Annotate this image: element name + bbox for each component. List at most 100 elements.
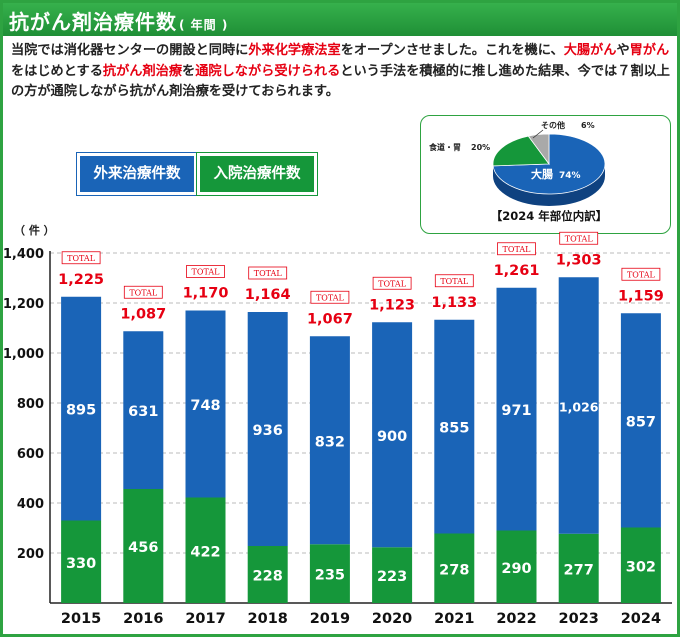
bar-inpatient xyxy=(185,497,226,603)
y-tick-label: 600 xyxy=(17,447,44,462)
bar-label-inpatient: 228 xyxy=(253,569,283,585)
total-value: 1,159 xyxy=(618,288,664,304)
total-value: 1,170 xyxy=(183,286,229,302)
total-tag: TOTAL xyxy=(129,288,158,297)
bar-inpatient xyxy=(61,520,102,603)
total-value: 1,123 xyxy=(369,297,415,313)
total-value: 1,303 xyxy=(556,252,602,268)
intro-text: をはじめとする xyxy=(11,63,103,79)
title-text: 抗がん剤治療件数 xyxy=(9,10,177,34)
bar-label-outpatient: 1,026 xyxy=(559,400,599,415)
title-subtitle: ( 年間 ) xyxy=(179,18,229,32)
total-value: 1,067 xyxy=(307,311,353,327)
bar-outpatient xyxy=(123,331,164,489)
bar-label-outpatient: 971 xyxy=(501,403,531,419)
intro-highlight: 抗がん剤治療 xyxy=(102,63,183,79)
pie-chart: 大腸 74% 食道・胃 20% その他 6% 【2024 年部位内訳】 xyxy=(429,120,608,223)
total-tag-box xyxy=(497,242,536,256)
pie-slice xyxy=(527,133,550,166)
bar-label-inpatient: 278 xyxy=(439,562,469,578)
bar-outpatient xyxy=(247,312,288,546)
total-tag: TOTAL xyxy=(192,268,221,277)
y-tick-label: 1,200 xyxy=(3,297,44,312)
pie-title: 【2024 年部位内訳】 xyxy=(491,209,608,223)
header-bar: 抗がん剤治療件数( 年間 ) xyxy=(3,3,677,36)
total-value: 1,164 xyxy=(245,287,291,303)
total-tag-box xyxy=(61,251,101,265)
bar-label-outpatient: 895 xyxy=(66,403,96,419)
bar-label-outpatient: 936 xyxy=(253,423,283,439)
x-tick-label: 2024 xyxy=(621,611,661,627)
x-tick-label: 2023 xyxy=(559,611,599,627)
intro-text: 当院では消化器センターの開設と同時に xyxy=(11,43,249,58)
total-tag: TOTAL xyxy=(503,245,532,254)
total-value: 1,225 xyxy=(58,272,104,288)
pie-leader-line xyxy=(532,129,544,139)
x-tick-label: 2017 xyxy=(185,611,225,627)
total-tag-box xyxy=(248,266,288,280)
total-tag: TOTAL xyxy=(627,270,656,279)
bar-label-outpatient: 748 xyxy=(190,398,220,414)
x-tick-label: 2020 xyxy=(372,611,412,627)
y-tick-label: 800 xyxy=(17,397,44,412)
bar-inpatient xyxy=(558,533,599,603)
intro-text: をオープンさせました。これを機に、 xyxy=(340,43,564,58)
y-tick-label: 1,400 xyxy=(3,247,44,262)
bar-inpatient xyxy=(372,547,413,603)
intro-paragraph: 当院では消化器センターの開設と同時に外来化学療法室をオープンさせました。これを機… xyxy=(11,41,671,103)
bar-label-inpatient: 277 xyxy=(564,562,594,578)
pie-label: 食道・胃 xyxy=(429,142,461,152)
pie-slice xyxy=(492,135,550,167)
legend-outpatient: 外来治療件数 xyxy=(77,153,197,195)
y-tick-label: 400 xyxy=(17,497,44,512)
y-tick-label: 1,000 xyxy=(3,347,44,362)
pie-pct: 74% xyxy=(559,171,581,181)
pie-chart-panel: 大腸 74% 食道・胃 20% その他 6% 【2024 年部位内訳】 xyxy=(420,115,671,234)
x-tick-label: 2016 xyxy=(123,611,163,627)
bar-label-inpatient: 456 xyxy=(128,540,158,556)
bar-inpatient xyxy=(496,530,537,603)
x-tick-label: 2021 xyxy=(434,611,474,627)
bar-outpatient xyxy=(620,313,661,528)
x-tick-label: 2015 xyxy=(61,611,101,627)
bar-outpatient xyxy=(434,319,475,534)
total-tag: TOTAL xyxy=(565,234,594,243)
x-tick-label: 2022 xyxy=(496,611,536,627)
legend-inpatient: 入院治療件数 xyxy=(197,153,317,195)
total-tag-box xyxy=(621,267,661,281)
bar-inpatient xyxy=(247,546,288,603)
pie-label: 大腸 xyxy=(531,167,553,181)
bar-outpatient xyxy=(496,287,537,531)
total-tag: TOTAL xyxy=(378,279,407,288)
bar-outpatient xyxy=(372,322,413,548)
y-tick-label: 200 xyxy=(17,547,44,562)
bar-outpatient xyxy=(309,336,350,545)
intro-highlight: 通院しながら受けられる xyxy=(195,63,341,79)
bar-label-inpatient: 422 xyxy=(190,544,220,560)
bar-label-inpatient: 302 xyxy=(626,559,656,575)
x-tick-label: 2018 xyxy=(248,611,288,627)
total-tag-box xyxy=(559,231,599,245)
bar-label-outpatient: 855 xyxy=(439,421,469,437)
bar-label-inpatient: 223 xyxy=(377,569,407,585)
bar-label-inpatient: 330 xyxy=(66,556,96,572)
total-value: 1,087 xyxy=(120,306,166,322)
bar-inpatient xyxy=(309,544,350,603)
bar-label-outpatient: 832 xyxy=(315,434,345,450)
pie-pct: 20% xyxy=(471,143,490,152)
bar-inpatient xyxy=(620,527,661,603)
bar-label-outpatient: 631 xyxy=(128,404,158,420)
intro-highlight: 大腸がん xyxy=(563,43,617,58)
total-tag-box xyxy=(372,276,412,290)
intro-highlight: 胃がん xyxy=(629,43,670,58)
intro-text: や xyxy=(616,43,630,58)
pie-label: その他 xyxy=(541,120,565,130)
intro-text: という手法を積極的に推し進めた結果、今では７割以上の方が通院しながら抗がん剤治療… xyxy=(11,63,670,100)
pie-pct: 6% xyxy=(581,121,595,130)
bar-label-inpatient: 235 xyxy=(315,568,345,584)
bar-label-inpatient: 290 xyxy=(501,561,531,577)
bar-inpatient xyxy=(434,533,475,603)
bar-outpatient xyxy=(558,277,599,534)
bar-inpatient xyxy=(123,489,164,603)
